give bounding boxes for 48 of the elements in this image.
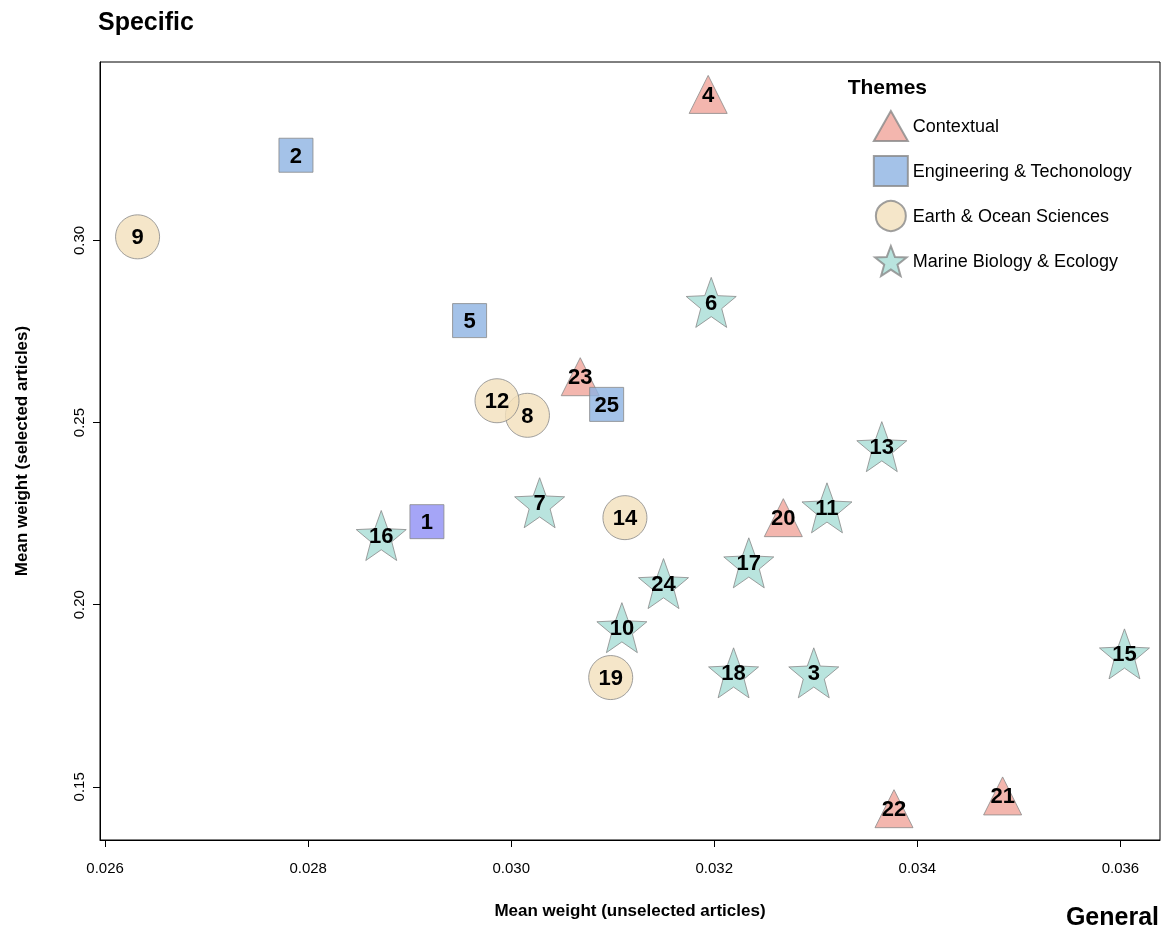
annotation: 4 [702, 81, 716, 107]
y-tick-label: 0.30 [70, 225, 87, 256]
x-tick-label: 0.028 [289, 859, 327, 876]
annotation: 3 [807, 660, 820, 686]
text: Specific [98, 6, 194, 35]
point [514, 477, 566, 529]
annotation: 22 [881, 796, 907, 822]
annotation: 14 [612, 505, 638, 531]
annotation: 21 [990, 783, 1015, 809]
annotation: 25 [594, 391, 619, 417]
annotation: 12 [484, 388, 510, 414]
y-axis-title: Mean weight (selected articles) [12, 325, 31, 577]
legend-label: Engineering & Techonology [912, 161, 1132, 181]
annotation: 7 [533, 490, 546, 516]
x-tick-label: 0.026 [86, 859, 124, 876]
legend-title: Themes [847, 75, 928, 98]
annotation: 10 [609, 615, 635, 641]
legend-label: Marine Biology & Ecology [912, 251, 1118, 271]
y-tick-label: 0.25 [70, 407, 87, 438]
annotation: 5 [463, 308, 476, 334]
y-tick-label: 0.20 [70, 590, 87, 620]
annotation: 15 [1112, 641, 1137, 667]
point [115, 214, 161, 260]
x-tick-label: 0.032 [695, 859, 734, 876]
x-axis-title: Mean weight (unselected articles) [494, 901, 766, 920]
annotation: 16 [369, 523, 394, 548]
annotation: 19 [598, 665, 623, 691]
x-tick-label: 0.030 [492, 859, 530, 876]
annotation: 8 [521, 402, 534, 428]
annotation: 18 [721, 660, 746, 686]
annotation: 20 [771, 505, 796, 531]
point [685, 276, 737, 328]
annotation: 13 [869, 434, 895, 460]
x-tick-label: 0.036 [1101, 859, 1140, 876]
annotation: 24 [651, 571, 677, 597]
point [788, 647, 840, 699]
y-tick-label: 0.15 [70, 772, 87, 802]
annotation: 6 [705, 289, 718, 315]
annotation: 17 [736, 550, 762, 576]
annotation: 1 [420, 509, 434, 535]
x-tick-label: 0.034 [898, 859, 937, 876]
annotation: 23 [568, 364, 593, 390]
annotation: 11 [815, 495, 839, 521]
legend-label: Earth & Ocean Sciences [912, 206, 1109, 226]
text: General [1065, 901, 1160, 930]
legend-label: Contextual [912, 116, 999, 136]
annotation: 2 [289, 142, 303, 168]
annotation: 9 [131, 224, 144, 250]
